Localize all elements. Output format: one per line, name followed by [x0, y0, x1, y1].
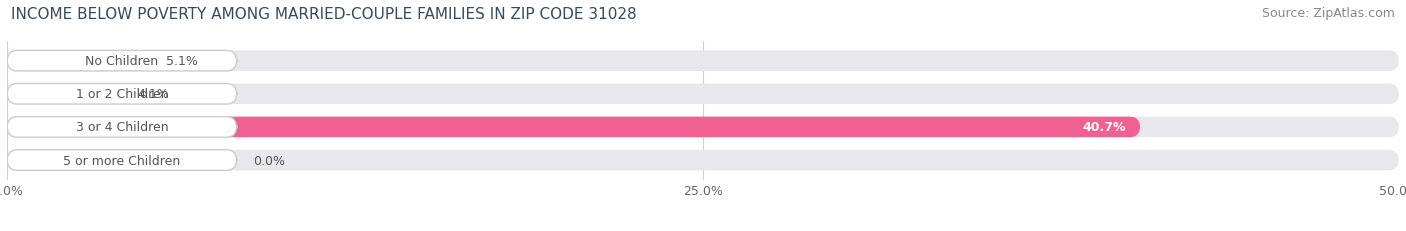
Text: Source: ZipAtlas.com: Source: ZipAtlas.com — [1261, 7, 1395, 20]
Text: No Children: No Children — [86, 55, 159, 68]
Text: 5 or more Children: 5 or more Children — [63, 154, 180, 167]
Text: 5.1%: 5.1% — [166, 55, 198, 68]
Text: 3 or 4 Children: 3 or 4 Children — [76, 121, 169, 134]
Text: 0.0%: 0.0% — [253, 154, 285, 167]
FancyBboxPatch shape — [7, 150, 1399, 171]
FancyBboxPatch shape — [7, 51, 1399, 72]
FancyBboxPatch shape — [7, 84, 121, 105]
FancyBboxPatch shape — [7, 117, 1399, 138]
Text: 1 or 2 Children: 1 or 2 Children — [76, 88, 169, 101]
FancyBboxPatch shape — [7, 84, 1399, 105]
FancyBboxPatch shape — [7, 51, 149, 72]
FancyBboxPatch shape — [7, 117, 1140, 138]
Text: 4.1%: 4.1% — [138, 88, 170, 101]
FancyBboxPatch shape — [7, 84, 236, 105]
Text: INCOME BELOW POVERTY AMONG MARRIED-COUPLE FAMILIES IN ZIP CODE 31028: INCOME BELOW POVERTY AMONG MARRIED-COUPL… — [11, 7, 637, 22]
FancyBboxPatch shape — [7, 150, 236, 171]
FancyBboxPatch shape — [7, 51, 236, 72]
Text: 40.7%: 40.7% — [1083, 121, 1126, 134]
FancyBboxPatch shape — [7, 117, 236, 138]
